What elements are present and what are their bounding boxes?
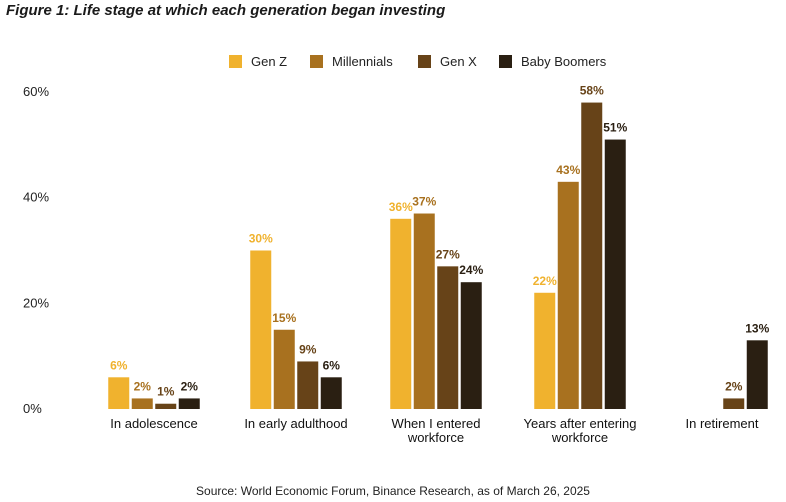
x-tick-label: workforce <box>551 430 608 445</box>
bar-baby-boomers-when-i-entered-workforce <box>460 282 482 409</box>
x-tick-label: Years after entering <box>524 416 637 431</box>
chart-source: Source: World Economic Forum, Binance Re… <box>196 484 590 498</box>
y-tick-label: 40% <box>23 190 49 205</box>
data-label: 43% <box>556 163 580 177</box>
bar-millennials-in-early-adulthood <box>273 329 295 409</box>
data-label: 9% <box>299 342 317 356</box>
bar-baby-boomers-years-after-entering-workforce <box>604 139 626 410</box>
legend-swatch-millennials <box>310 55 323 68</box>
chart-legend: Gen Z Millennials Gen X Baby Boomers <box>0 54 786 74</box>
y-tick-label: 0% <box>23 401 42 416</box>
legend-item-millennials: Millennials <box>310 54 393 69</box>
data-label: 24% <box>459 263 483 277</box>
x-tick-label: In early adulthood <box>244 416 347 431</box>
data-label: 6% <box>323 358 341 372</box>
legend-label-gen-x: Gen X <box>440 54 477 69</box>
legend-label-baby-boomers: Baby Boomers <box>521 54 607 69</box>
y-tick-label: 60% <box>23 84 49 99</box>
bar-baby-boomers-in-adolescence <box>178 398 200 409</box>
bar-gen-x-in-adolescence <box>155 403 177 409</box>
bar-gen-z-in-adolescence <box>108 377 130 409</box>
bar-chart: 0% 20% 40% 60% 6% 2% 1% 2% In adolescence 30% 15% 9… <box>23 84 770 445</box>
bar-gen-x-when-i-entered-workforce <box>437 266 459 409</box>
legend-swatch-gen-x <box>418 55 431 68</box>
legend-label-gen-z: Gen Z <box>251 54 288 69</box>
bar-gen-z-years-after-entering-workforce <box>534 292 556 409</box>
y-tick-label: 20% <box>23 295 49 310</box>
data-label: 1% <box>157 385 175 399</box>
data-label: 58% <box>580 84 604 98</box>
legend-item-gen-x: Gen X <box>418 54 477 69</box>
data-label: 2% <box>725 379 743 393</box>
legend-swatch-baby-boomers <box>499 55 512 68</box>
bar-baby-boomers-in-retirement <box>746 340 768 409</box>
data-label: 6% <box>110 358 128 372</box>
bar-gen-z-in-early-adulthood <box>250 250 272 409</box>
x-tick-label: In adolescence <box>110 416 197 431</box>
data-label: 22% <box>533 274 557 288</box>
bar-gen-x-in-retirement <box>723 398 745 409</box>
bar-baby-boomers-in-early-adulthood <box>320 377 342 409</box>
data-label: 13% <box>745 321 769 335</box>
data-label: 15% <box>272 311 296 325</box>
bar-gen-x-years-after-entering-workforce <box>581 102 603 410</box>
data-label: 51% <box>603 121 627 135</box>
legend-swatch-gen-z <box>229 55 242 68</box>
bar-millennials-when-i-entered-workforce <box>413 213 435 409</box>
data-label: 30% <box>249 232 273 246</box>
legend-label-millennials: Millennials <box>332 54 393 69</box>
data-label: 2% <box>134 379 152 393</box>
bar-gen-z-when-i-entered-workforce <box>390 218 412 409</box>
legend-item-baby-boomers: Baby Boomers <box>499 54 606 69</box>
data-label: 27% <box>436 247 460 261</box>
bar-gen-x-in-early-adulthood <box>297 361 319 409</box>
x-tick-label: workforce <box>407 430 464 445</box>
data-label: 2% <box>181 379 199 393</box>
bar-millennials-years-after-entering-workforce <box>557 181 579 409</box>
chart-title: Figure 1: Life stage at which each gener… <box>6 2 446 19</box>
x-tick-label: When I entered <box>392 416 481 431</box>
data-label: 36% <box>389 200 413 214</box>
legend-item-gen-z: Gen Z <box>229 54 287 69</box>
bar-millennials-in-adolescence <box>131 398 153 409</box>
x-tick-label: In retirement <box>686 416 759 431</box>
data-label: 37% <box>412 195 436 209</box>
